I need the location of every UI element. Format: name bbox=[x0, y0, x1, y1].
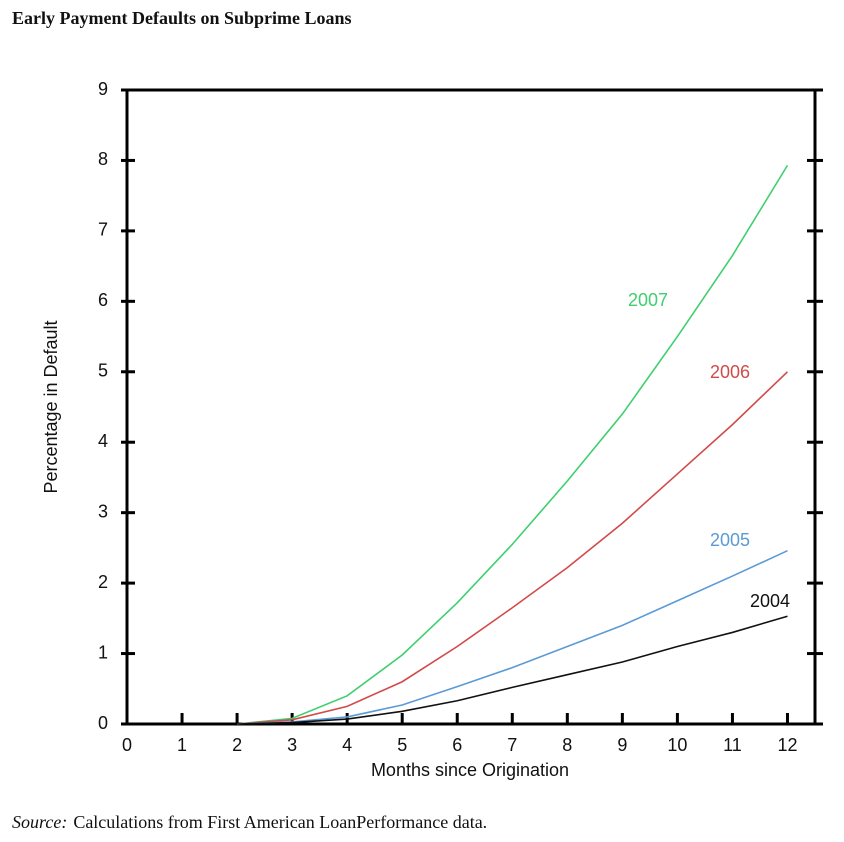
x-tick-label: 2 bbox=[232, 735, 242, 755]
x-tick-label: 11 bbox=[723, 735, 742, 755]
x-tick-label: 10 bbox=[667, 735, 687, 755]
y-tick-label: 4 bbox=[98, 431, 108, 451]
x-tick-label: 1 bbox=[177, 735, 187, 755]
x-tick-label: 8 bbox=[562, 735, 572, 755]
series-label: 2006 bbox=[710, 362, 750, 382]
y-tick-label: 2 bbox=[98, 572, 108, 592]
x-tick-label: 4 bbox=[342, 735, 352, 755]
y-tick-label: 3 bbox=[98, 501, 108, 521]
series-line bbox=[236, 164, 789, 725]
y-tick-label: 1 bbox=[98, 642, 108, 662]
series-line bbox=[237, 371, 789, 725]
x-tick-label: 5 bbox=[397, 735, 407, 755]
y-axis-label: Percentage in Default bbox=[41, 320, 61, 493]
x-tick-label: 3 bbox=[287, 735, 297, 755]
x-tick-label: 12 bbox=[777, 735, 797, 755]
y-tick-label: 8 bbox=[98, 149, 108, 169]
series-line bbox=[237, 615, 788, 725]
y-tick-label: 0 bbox=[98, 713, 108, 733]
series-label: 2005 bbox=[710, 530, 750, 550]
chart-title: Early Payment Defaults on Subprime Loans bbox=[12, 8, 352, 28]
y-tick-label: 6 bbox=[98, 290, 108, 310]
x-axis-label: Months since Origination bbox=[371, 760, 569, 780]
x-tick-label: 0 bbox=[122, 735, 132, 755]
source-label: Source: bbox=[12, 812, 67, 832]
series-line bbox=[237, 549, 788, 725]
series-label: 2004 bbox=[750, 591, 790, 611]
y-tick-label: 9 bbox=[98, 79, 108, 99]
source-text: Calculations from First American LoanPer… bbox=[73, 812, 487, 832]
x-tick-label: 9 bbox=[617, 735, 627, 755]
x-tick-label: 7 bbox=[507, 735, 517, 755]
y-tick-label: 5 bbox=[98, 361, 108, 381]
series-label: 2007 bbox=[628, 290, 668, 310]
x-tick-label: 6 bbox=[452, 735, 462, 755]
plot-frame bbox=[125, 88, 817, 726]
y-tick-label: 7 bbox=[98, 220, 108, 240]
source-note: Source: Calculations from First American … bbox=[12, 812, 487, 832]
